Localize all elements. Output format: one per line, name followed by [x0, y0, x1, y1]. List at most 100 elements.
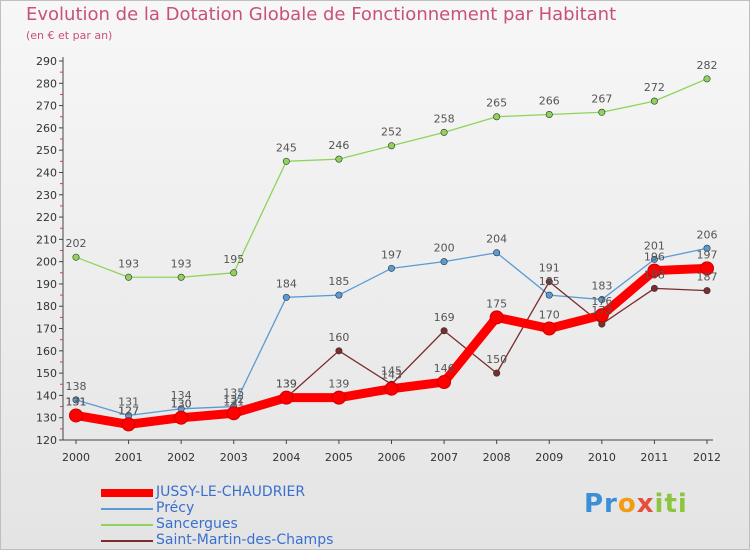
data-label-saint-martin-des-champs: 127: [118, 404, 139, 417]
y-tick-label: 290: [36, 55, 57, 68]
point-sancergues: [177, 273, 185, 281]
y-tick-label: 120: [36, 434, 57, 447]
x-tick-label: 2011: [640, 451, 668, 464]
y-tick-label: 180: [36, 300, 57, 313]
data-label-precy: 131: [118, 395, 139, 408]
data-label-saint-martin-des-champs: 130: [171, 398, 192, 411]
point-precy: [703, 244, 711, 252]
data-label-jussy-le-chaudrier: 175: [486, 297, 507, 310]
legend-item-saint-martin-des-champs: Saint-Martin-des-Champs: [101, 532, 361, 549]
point-sancergues: [440, 128, 448, 136]
proxiti-logo: Proxiti: [584, 489, 688, 519]
point-jussy-le-chaudrier: [489, 310, 504, 325]
y-tick-label: 140: [36, 389, 57, 402]
legend-item-precy: Précy: [101, 500, 361, 517]
data-label-precy: 184: [276, 277, 297, 290]
logo-part-pr: Pr: [584, 489, 618, 519]
x-tick-label: 2007: [430, 451, 458, 464]
legend-swatch-precy: [101, 508, 153, 510]
y-tick-label: 250: [36, 144, 57, 157]
data-label-saint-martin-des-champs: 150: [486, 353, 507, 366]
x-tick-label: 2002: [167, 451, 195, 464]
point-jussy-le-chaudrier: [700, 261, 714, 276]
data-label-precy: 200: [434, 242, 455, 255]
y-tick-label: 210: [36, 233, 57, 246]
legend-label-jussy-le-chaudrier: JUSSY-LE-CHAUDRIER: [156, 484, 306, 500]
point-jussy-le-chaudrier: [279, 390, 294, 405]
data-label-precy: 201: [644, 239, 665, 252]
y-tick-label: 160: [36, 345, 57, 358]
data-label-jussy-le-chaudrier: 176: [591, 295, 612, 308]
y-tick-label: 170: [36, 323, 57, 336]
point-jussy-le-chaudrier: [384, 381, 399, 396]
legend-label-saint-martin-des-champs: Saint-Martin-des-Champs: [156, 532, 334, 548]
data-label-precy: 138: [66, 380, 87, 393]
point-sancergues: [493, 113, 501, 121]
y-tick-label: 230: [36, 189, 57, 202]
point-precy: [282, 293, 290, 301]
x-tick-label: 2001: [115, 451, 143, 464]
point-precy: [545, 291, 553, 299]
data-label-saint-martin-des-champs: 169: [434, 311, 455, 324]
data-label-sancergues: 245: [276, 141, 297, 154]
point-sancergues: [545, 111, 553, 119]
y-tick-label: 220: [36, 211, 57, 224]
legend-label-sancergues: Sancergues: [156, 516, 238, 532]
point-saint-martin-des-champs: [650, 284, 658, 292]
y-tick-label: 190: [36, 278, 57, 291]
legend-swatch-sancergues: [101, 524, 153, 526]
x-tick-label: 2012: [693, 451, 721, 464]
data-label-sancergues: 246: [328, 139, 349, 152]
data-label-saint-martin-des-champs: 139: [276, 378, 297, 391]
x-tick-label: 2003: [220, 451, 248, 464]
y-tick-label: 280: [36, 77, 57, 90]
data-label-sancergues: 267: [591, 92, 612, 105]
data-label-jussy-le-chaudrier: 139: [328, 378, 349, 391]
point-precy: [493, 249, 501, 257]
data-label-precy: 204: [486, 233, 507, 246]
y-tick-label: 270: [36, 100, 57, 113]
data-label-jussy-le-chaudrier: 170: [539, 309, 560, 322]
legend-swatch-saint-martin-des-champs: [101, 540, 153, 542]
data-label-precy: 183: [591, 280, 612, 293]
data-label-jussy-le-chaudrier: 196: [644, 251, 665, 264]
point-precy: [72, 396, 80, 404]
y-tick-label: 150: [36, 367, 57, 380]
y-tick-label: 200: [36, 256, 57, 269]
legend-item-jussy-le-chaudrier: JUSSY-LE-CHAUDRIER: [101, 484, 361, 501]
data-label-jussy-le-chaudrier: 197: [697, 248, 718, 261]
point-saint-martin-des-champs: [545, 278, 553, 286]
data-label-sancergues: 265: [486, 97, 507, 110]
point-sancergues: [598, 108, 606, 116]
data-label-sancergues: 282: [697, 59, 718, 72]
point-jussy-le-chaudrier: [331, 390, 346, 405]
x-tick-label: 2006: [378, 451, 406, 464]
x-tick-label: 2004: [272, 451, 300, 464]
x-tick-label: 2009: [535, 451, 563, 464]
point-jussy-le-chaudrier: [594, 308, 609, 323]
x-tick-label: 2008: [483, 451, 511, 464]
data-labels: 202 193 193 195 245 246 252 258 265 266 267 272 282 1…: [66, 59, 718, 418]
data-label-precy: 135: [223, 387, 244, 400]
x-tick-label: 2010: [588, 451, 616, 464]
point-jussy-le-chaudrier: [226, 406, 241, 421]
data-label-saint-martin-des-champs: 172: [591, 304, 612, 317]
data-label-sancergues: 202: [66, 237, 87, 250]
point-jussy-le-chaudrier: [437, 375, 452, 390]
point-sancergues: [72, 253, 80, 261]
data-label-sancergues: 272: [644, 81, 665, 94]
data-label-precy: 185: [328, 275, 349, 288]
logo-part-o: o: [617, 489, 637, 519]
x-tick-label: 2005: [325, 451, 353, 464]
point-saint-martin-des-champs: [335, 347, 343, 355]
data-label-saint-martin-des-champs: 131: [223, 395, 244, 408]
data-label-jussy-le-chaudrier: 130: [171, 398, 192, 411]
data-label-sancergues: 258: [434, 112, 455, 125]
point-precy: [598, 296, 606, 304]
point-sancergues: [282, 157, 290, 165]
data-label-jussy-le-chaudrier: 132: [223, 393, 244, 406]
point-sancergues: [125, 273, 133, 281]
legend: JUSSY-LE-CHAUDRIER Précy Sancergues Saint-M…: [101, 484, 361, 549]
point-jussy-le-chaudrier: [542, 321, 557, 336]
